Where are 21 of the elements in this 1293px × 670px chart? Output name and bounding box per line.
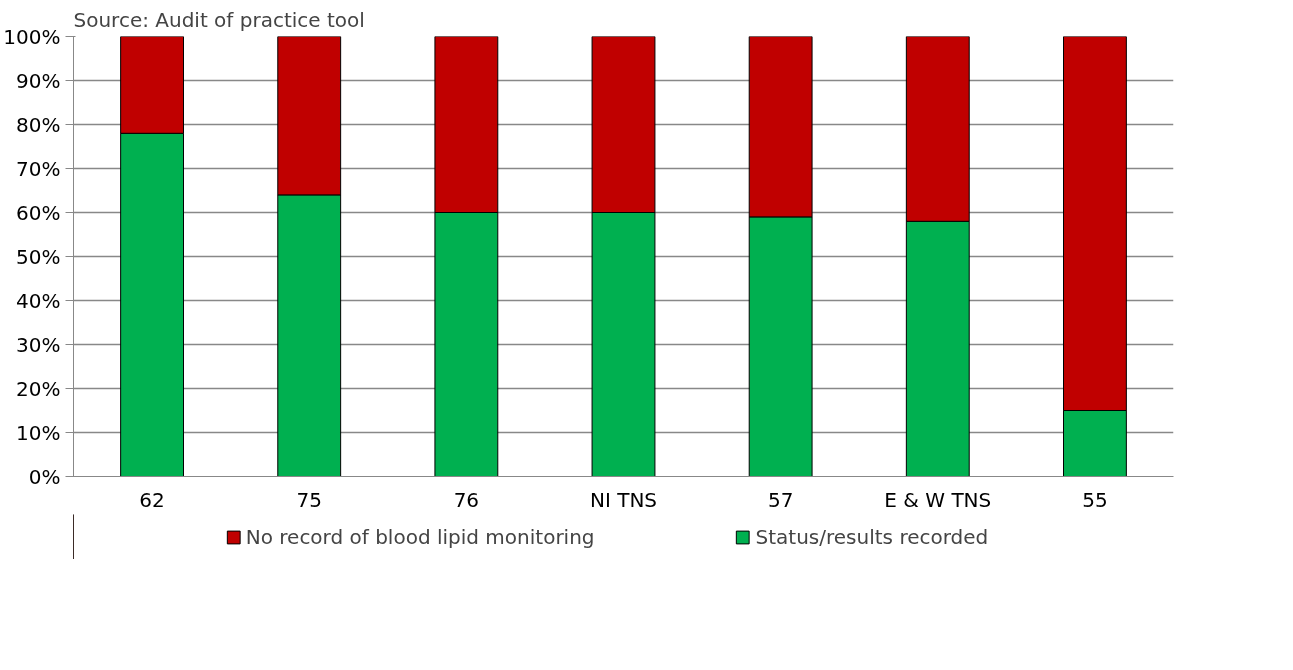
y-tick-label: 30%	[16, 332, 61, 357]
legend-label: Status/results recorded	[755, 524, 989, 549]
x-tick-label: 76	[453, 487, 480, 512]
x-tick-label: NI TNS	[589, 487, 658, 512]
y-tick-label: 50%	[16, 244, 61, 269]
x-tick-label: 57	[767, 487, 794, 512]
y-tick-label: 70%	[16, 156, 61, 181]
y-tick-label: 80%	[16, 112, 61, 137]
x-tick-label: 75	[296, 487, 322, 512]
y-tick-label: 0%	[28, 464, 61, 489]
y-tick-label: 60%	[16, 200, 61, 225]
y-tick-label: 100%	[3, 24, 61, 49]
y-tick-label: 20%	[16, 376, 61, 401]
x-tick-label: E & W TNS	[884, 487, 992, 512]
y-tick-label: 10%	[16, 420, 61, 445]
legend-label: No record of blood lipid monitoring	[245, 524, 595, 549]
x-tick-label: 55	[1082, 487, 1108, 512]
y-tick-label: 40%	[16, 288, 61, 313]
source-note: Source: Audit of practice tool	[73, 7, 365, 32]
x-tick-label: 62	[139, 487, 165, 512]
y-tick-label: 90%	[16, 68, 61, 93]
